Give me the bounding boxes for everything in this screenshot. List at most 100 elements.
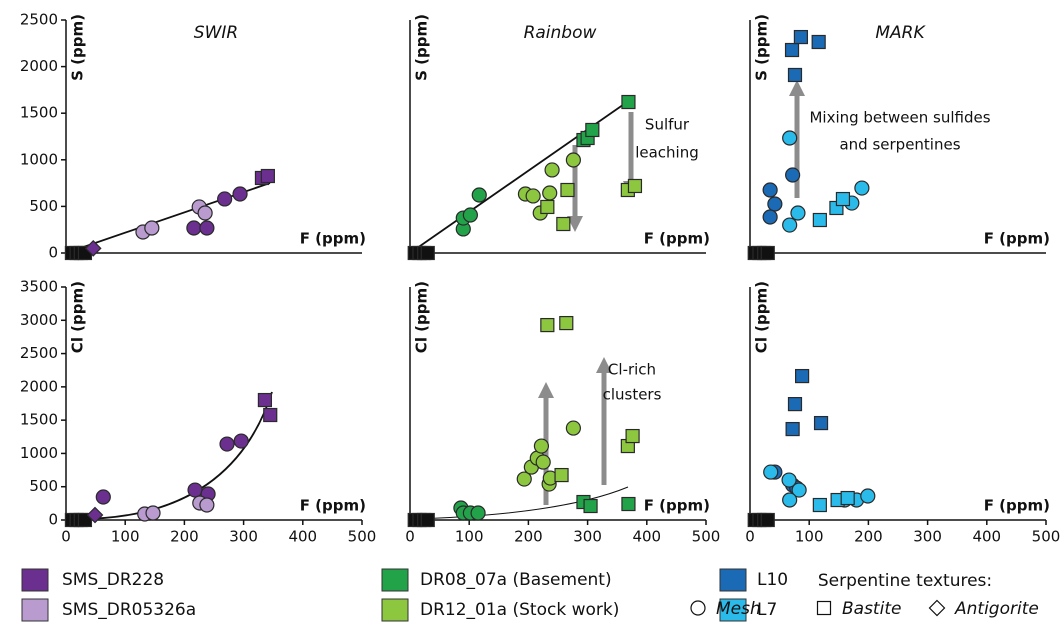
legend-label: DR08_07a (Basement) [420,570,612,590]
square-marker [540,199,555,215]
circle-marker [690,600,706,616]
legend-swatch [21,568,49,592]
square-marker [260,168,275,184]
circle-marker [762,182,778,198]
annotation: Sulfur [645,116,690,134]
y-axis-label: S (ppm) [413,14,431,81]
square-marker [816,600,832,616]
y-tick-label: 2000 [20,377,58,395]
x-tick-label: 0 [61,528,71,546]
trend-line [409,486,629,520]
circle-marker [95,489,111,505]
square-marker [787,396,803,412]
annotation: leaching [635,144,699,162]
y-tick-label: 1000 [20,150,58,168]
circle-marker [232,186,248,202]
x-tick-label: 200 [170,528,199,546]
circle-marker [470,505,486,521]
x-axis-label: F (ppm) [300,497,366,515]
square-marker [556,216,571,232]
circle-marker [199,497,215,513]
square-marker [785,421,800,437]
circle-marker [535,454,551,470]
circle-marker [782,217,798,233]
y-tick-label: 2000 [20,57,58,75]
legend-swatch [719,568,747,592]
y-tick-label: 1500 [20,104,58,122]
annotation: Mixing between sulfides [809,109,990,127]
legend-label: SMS_DR05326a [62,600,196,620]
x-tick-label: 200 [514,528,543,546]
y-axis-label: S (ppm) [753,14,771,81]
y-tick-label: 1000 [20,444,58,462]
y-tick-label: 2500 [20,11,58,29]
square-marker [420,245,435,261]
square-marker [560,182,575,198]
circle-marker [544,162,560,178]
diamond-marker [84,239,102,257]
circle-marker [782,130,798,146]
texture-legend-label: Bastite [842,599,901,619]
x-tick-label: 300 [913,528,942,546]
x-tick-label: 200 [854,528,883,546]
x-tick-label: 100 [795,528,824,546]
diamond-marker [86,506,104,524]
square-marker [812,212,827,228]
panel-title: Rainbow [524,23,597,43]
square-marker [585,122,600,138]
x-axis-label: F (ppm) [644,497,710,515]
square-marker [793,29,809,45]
annotation: and serpentines [839,136,960,154]
panel: 0 100 200 300 400 500 Cl (ppm) F (ppm) [745,281,1060,546]
circle-marker [860,488,876,504]
square-marker [621,94,636,110]
panel: Rainbow S (ppm) F (ppm) Sulfur leaching [409,14,710,254]
y-tick-label: 0 [48,511,58,529]
circle-marker [471,187,487,203]
legend-label: L10 [757,570,788,590]
y-axis-label: Cl (ppm) [69,281,87,353]
x-axis-label: F (ppm) [644,230,710,248]
panel: 0 500 1000 1500 2000 2500 SWIR S (ppm) F (ppm) [20,11,366,262]
y-axis-label: Cl (ppm) [753,281,771,353]
diamond-marker [928,599,946,617]
square-marker [794,368,810,384]
square-marker [812,497,827,513]
circle-marker [187,482,203,498]
legend-label: SMS_DR228 [62,570,164,590]
y-tick-label: 500 [29,477,58,495]
legend-swatch [21,598,49,622]
x-tick-label: 400 [972,528,1001,546]
circle-marker [516,471,532,487]
square-marker [760,512,775,528]
circle-marker [763,464,779,480]
y-tick-label: 0 [48,244,58,262]
x-tick-label: 100 [111,528,140,546]
circle-marker [219,436,235,452]
circle-marker [767,196,783,212]
circle-marker [782,492,798,508]
square-marker [811,34,826,50]
x-tick-label: 500 [1032,528,1061,546]
y-tick-label: 2500 [20,344,58,362]
texture-legend-title: Serpentine textures: [818,571,992,591]
x-tick-label: 500 [348,528,377,546]
x-tick-label: 300 [229,528,258,546]
x-tick-label: 500 [692,528,721,546]
panel: 0 500 1000 1500 2000 2500 3000 3500 0 100 200 300 40… [20,278,377,546]
panel-title: SWIR [194,23,238,43]
x-tick-label: 300 [573,528,602,546]
circle-marker [762,209,778,225]
x-axis-label: F (ppm) [984,230,1050,248]
x-tick-label: 100 [455,528,484,546]
annotation: Cl-rich [608,361,656,379]
square-marker [420,512,435,528]
legend-swatch [381,598,409,622]
square-marker [554,467,569,483]
square-marker [257,392,273,408]
y-tick-label: 1500 [20,411,58,429]
square-marker [77,512,93,528]
square-marker [583,498,598,514]
x-tick-label: 0 [745,528,755,546]
